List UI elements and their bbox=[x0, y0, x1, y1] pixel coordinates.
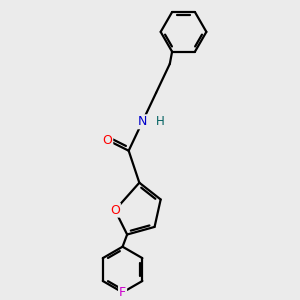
Text: H: H bbox=[156, 115, 165, 128]
Text: O: O bbox=[102, 134, 112, 146]
Text: N: N bbox=[138, 115, 147, 128]
Text: O: O bbox=[110, 204, 120, 217]
Text: F: F bbox=[119, 286, 126, 299]
